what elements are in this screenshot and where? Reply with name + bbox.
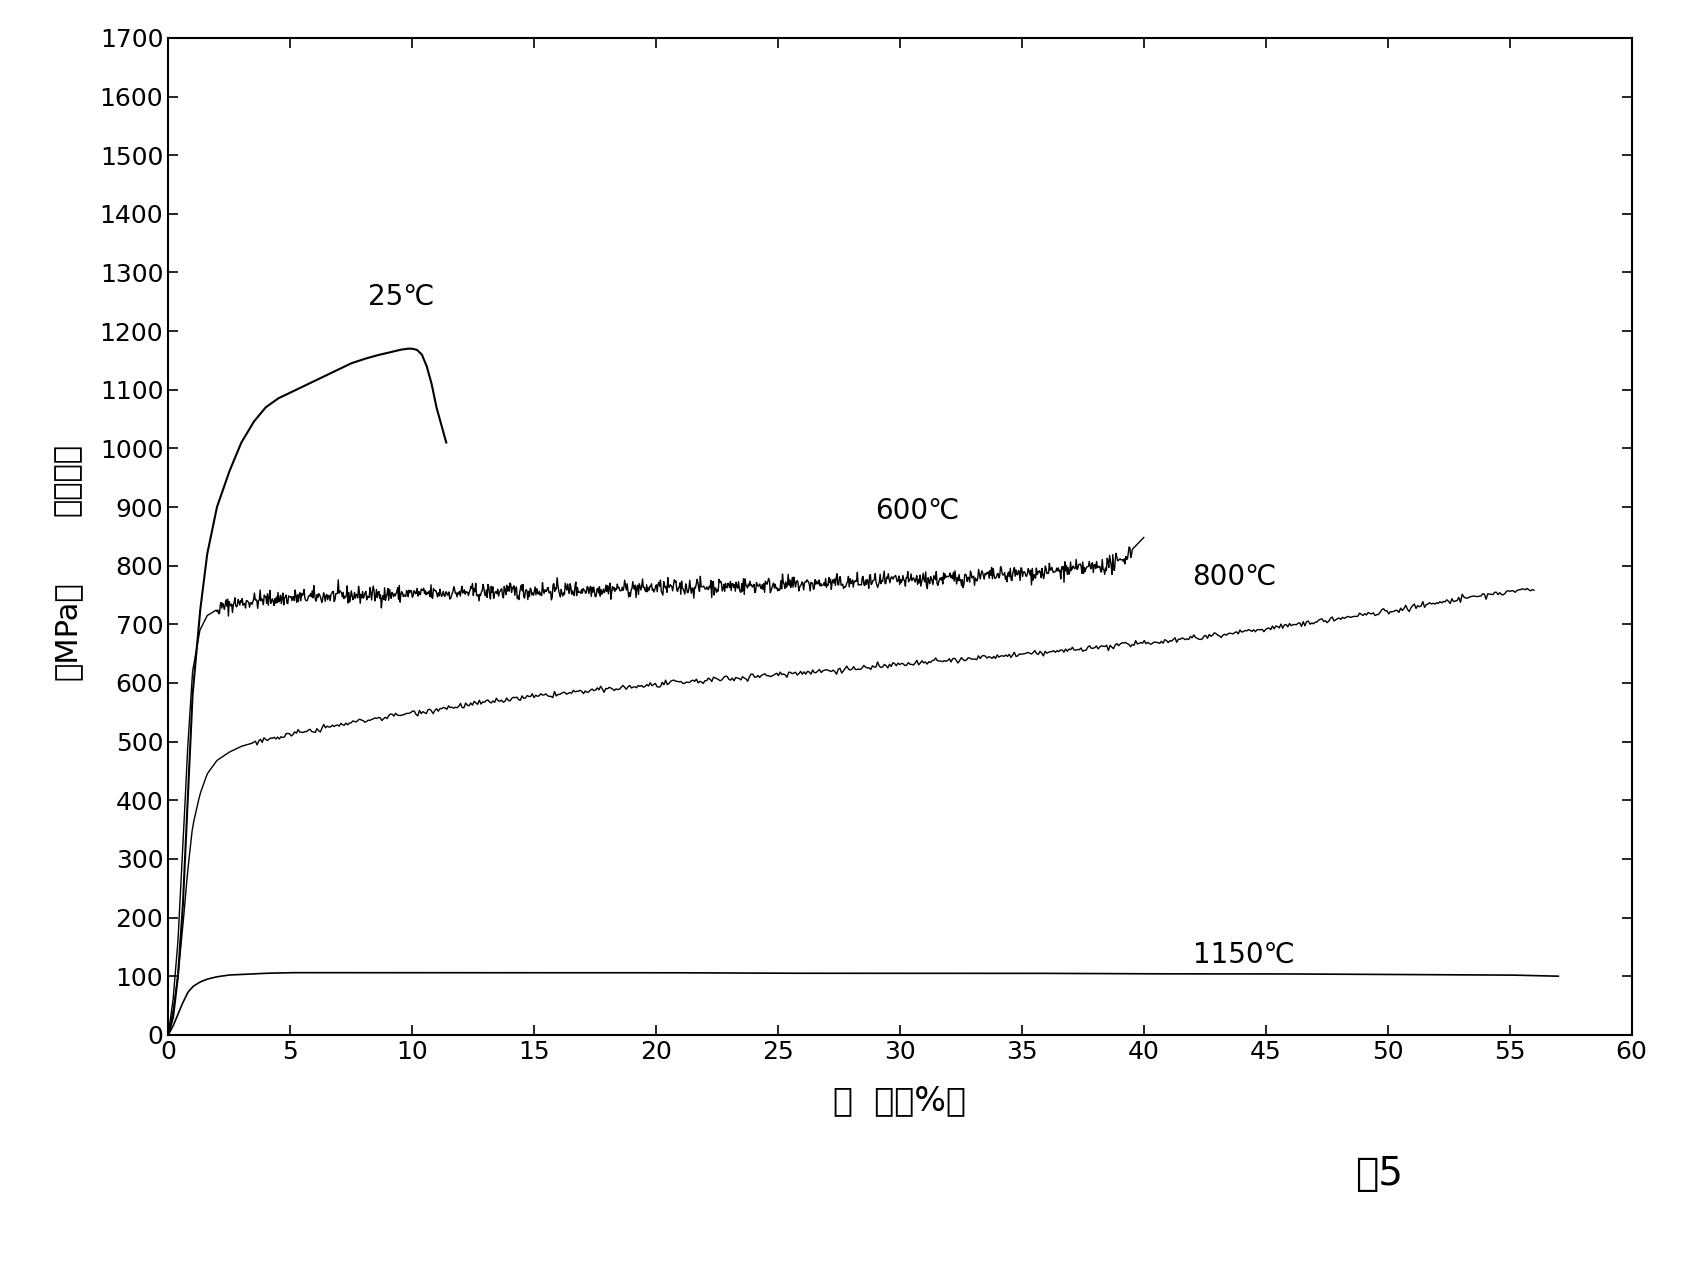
Text: 屈服强度: 屈服强度 [52, 443, 82, 516]
Text: 1150℃: 1150℃ [1193, 941, 1293, 969]
X-axis label: 应  变（%）: 应 变（%） [833, 1084, 967, 1118]
Text: 图5: 图5 [1356, 1155, 1403, 1193]
Text: （MPa）: （MPa） [52, 582, 82, 680]
Text: 800℃: 800℃ [1193, 563, 1277, 591]
Text: 600℃: 600℃ [875, 497, 960, 525]
Text: 25℃: 25℃ [368, 283, 434, 310]
